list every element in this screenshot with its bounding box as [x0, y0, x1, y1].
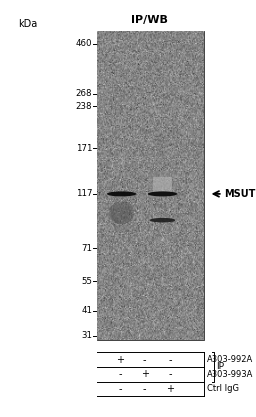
- Text: 238: 238: [76, 102, 92, 111]
- Text: -: -: [119, 384, 122, 394]
- Ellipse shape: [150, 218, 175, 223]
- Text: IP: IP: [216, 362, 224, 372]
- Bar: [97, 31, 204, 340]
- FancyBboxPatch shape: [153, 177, 172, 196]
- FancyBboxPatch shape: [150, 171, 175, 198]
- Text: 268: 268: [76, 89, 92, 98]
- Text: IP/WB: IP/WB: [131, 15, 168, 25]
- Ellipse shape: [148, 191, 177, 196]
- Text: 460: 460: [76, 39, 92, 48]
- Text: 31: 31: [81, 331, 92, 340]
- Text: 117: 117: [76, 189, 92, 198]
- Text: 55: 55: [81, 277, 92, 286]
- Text: kDa: kDa: [18, 19, 37, 29]
- Text: +: +: [166, 384, 174, 394]
- Ellipse shape: [111, 203, 133, 230]
- Text: 41: 41: [81, 306, 92, 315]
- Text: 71: 71: [81, 244, 92, 253]
- Text: 171: 171: [76, 143, 92, 153]
- Text: MSUT2: MSUT2: [224, 189, 256, 199]
- Text: -: -: [143, 355, 146, 364]
- Text: A303-993A: A303-993A: [207, 370, 254, 379]
- Text: -: -: [119, 369, 122, 379]
- Text: +: +: [116, 355, 124, 364]
- Ellipse shape: [107, 191, 136, 196]
- Ellipse shape: [109, 201, 134, 224]
- Text: Ctrl IgG: Ctrl IgG: [207, 384, 239, 393]
- Text: -: -: [143, 384, 146, 394]
- Text: -: -: [168, 369, 172, 379]
- Text: A303-992A: A303-992A: [207, 355, 254, 364]
- Text: -: -: [168, 355, 172, 364]
- Text: +: +: [141, 369, 149, 379]
